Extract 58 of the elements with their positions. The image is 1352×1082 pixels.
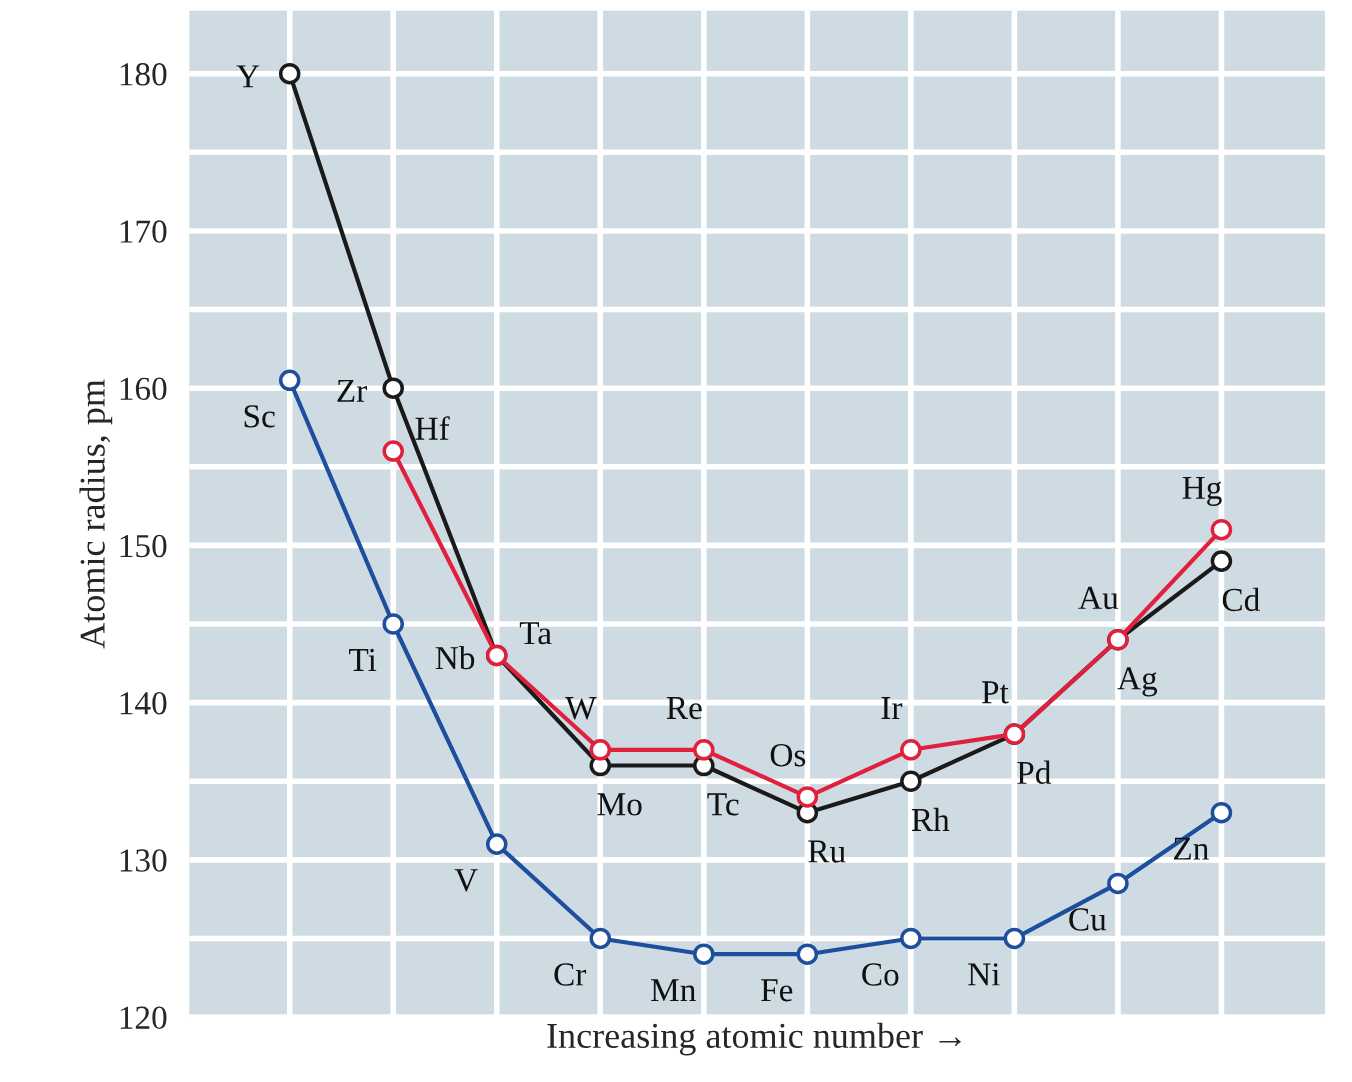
data-label: V xyxy=(454,869,478,892)
y-tick-label: 160 xyxy=(120,377,167,401)
data-label: Zn xyxy=(1173,837,1209,860)
point xyxy=(693,943,715,965)
data-label: Pd xyxy=(1017,760,1052,785)
point xyxy=(693,739,715,761)
data-label: Ni xyxy=(968,963,1000,986)
data-label: Mo xyxy=(597,793,642,816)
point xyxy=(1003,927,1026,950)
data-label: Tc xyxy=(707,793,739,816)
data-label: Nb xyxy=(435,645,475,670)
data-label: Cd xyxy=(1222,587,1260,612)
data-label: Rh xyxy=(911,807,950,831)
y-tick-label: 140 xyxy=(120,692,167,715)
data-label: Pt xyxy=(982,681,1009,704)
y-tick-label: 120 xyxy=(120,1006,167,1029)
point xyxy=(1210,550,1233,572)
point xyxy=(900,770,922,793)
point xyxy=(382,613,404,635)
x-axis-title: Increasing atomic number → xyxy=(547,1022,961,1056)
data-label: Re xyxy=(666,697,702,720)
point xyxy=(485,833,508,855)
data-label: Os xyxy=(770,744,806,767)
point xyxy=(382,440,404,462)
data-label: Sc xyxy=(244,405,275,428)
point xyxy=(278,62,301,85)
data-label: Y xyxy=(236,65,260,88)
data-label: Cr xyxy=(554,963,587,986)
y-tick-label: 130 xyxy=(120,849,167,872)
point xyxy=(900,927,922,950)
data-label: Co xyxy=(862,963,899,986)
data-label: Ti xyxy=(349,648,377,671)
point xyxy=(1107,872,1129,895)
data-label: Hg xyxy=(1182,476,1222,506)
data-label: Cu xyxy=(1069,908,1107,931)
data-label: Ta xyxy=(519,622,552,645)
y-tick-label: 170 xyxy=(120,220,167,243)
data-label: Ir xyxy=(881,697,903,719)
point xyxy=(796,786,819,808)
data-label: Au xyxy=(1078,586,1119,610)
y-tick-label: 150 xyxy=(120,534,167,558)
point xyxy=(382,377,404,399)
point xyxy=(589,927,612,950)
y-tick-label: 180 xyxy=(120,63,167,86)
point xyxy=(589,739,612,761)
point xyxy=(278,369,301,392)
data-label: W xyxy=(565,697,597,720)
data-label: Mn xyxy=(651,979,696,1002)
y-axis-title: Atomic radius, pm xyxy=(79,379,113,649)
point xyxy=(1210,801,1233,824)
data-label: Fe xyxy=(761,979,793,1002)
point xyxy=(1210,518,1233,541)
data-label: Ag xyxy=(1117,667,1158,697)
data-label: Hf xyxy=(415,416,450,440)
data-label: Zr xyxy=(337,379,367,402)
point xyxy=(900,739,922,761)
point xyxy=(796,943,819,965)
data-label: Ru xyxy=(808,840,846,863)
